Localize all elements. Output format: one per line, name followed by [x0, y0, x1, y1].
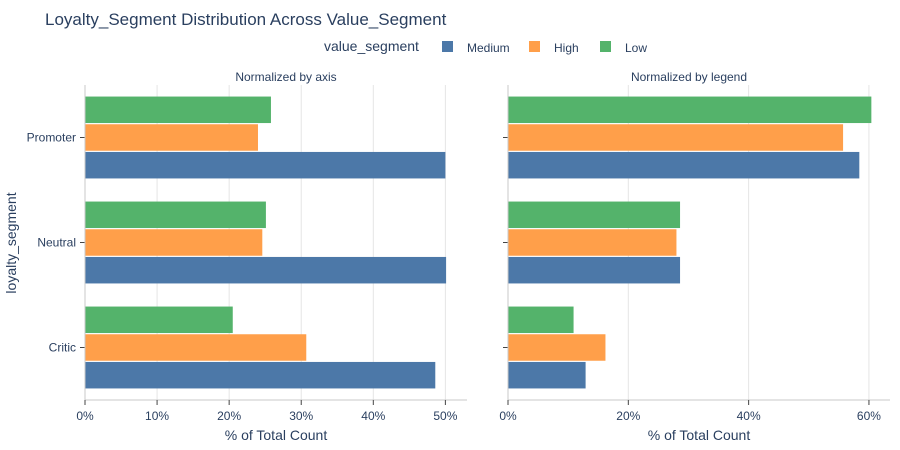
legend-label-medium[interactable]: Medium	[467, 41, 510, 55]
x-tick-label-left-20: 20%	[217, 409, 241, 423]
x-tick-label-left-0: 0%	[76, 409, 94, 423]
legend-label-low[interactable]: Low	[625, 41, 647, 55]
bar-left-critic-medium[interactable]	[85, 361, 436, 389]
subplot-title-left: Normalized by axis	[235, 70, 336, 84]
legend-label-high[interactable]: High	[554, 41, 579, 55]
x-tick-label-right-40: 40%	[737, 409, 761, 423]
x-tick-label-left-10: 10%	[145, 409, 169, 423]
chart-title: Loyalty_Segment Distribution Across Valu…	[45, 10, 447, 29]
bar-right-neutral-medium[interactable]	[508, 256, 681, 284]
y-tick-label-promoter: Promoter	[27, 131, 76, 145]
bar-right-promoter-low[interactable]	[508, 96, 872, 124]
y-tick-label-neutral: Neutral	[37, 236, 76, 250]
x-tick-label-right-20: 20%	[616, 409, 640, 423]
bar-right-promoter-high[interactable]	[508, 124, 844, 151]
plot-right: 0% 20% 40% 60%	[499, 85, 890, 423]
bar-left-promoter-high[interactable]	[85, 124, 258, 151]
legend-swatch-medium[interactable]	[442, 41, 453, 52]
legend: value_segment Medium High Low	[324, 38, 647, 55]
x-tick-label-left-40: 40%	[361, 409, 385, 423]
bar-right-critic-medium[interactable]	[508, 361, 586, 389]
bar-right-neutral-low[interactable]	[508, 201, 681, 229]
bar-left-critic-high[interactable]	[85, 334, 307, 361]
bar-right-neutral-high[interactable]	[508, 229, 677, 256]
y-axis-title: loyalty_segment	[3, 192, 19, 293]
x-axis-title-left: % of Total Count	[225, 427, 328, 443]
x-tick-label-left-50: 50%	[433, 409, 457, 423]
x-tick-label-left-30: 30%	[289, 409, 313, 423]
bar-right-promoter-medium[interactable]	[508, 151, 860, 179]
bar-left-neutral-medium[interactable]	[85, 256, 447, 284]
bar-left-critic-low[interactable]	[85, 306, 233, 334]
bar-right-critic-high[interactable]	[508, 334, 606, 361]
legend-swatch-low[interactable]	[600, 41, 611, 52]
bar-left-neutral-low[interactable]	[85, 201, 266, 229]
bar-right-critic-low[interactable]	[508, 306, 574, 334]
x-axis-title-right: % of Total Count	[648, 427, 751, 443]
y-tick-label-critic: Critic	[49, 341, 76, 355]
bar-left-neutral-high[interactable]	[85, 229, 263, 256]
legend-swatch-high[interactable]	[529, 41, 540, 52]
bar-left-promoter-medium[interactable]	[85, 151, 446, 179]
plot-left: Promoter Neutral Critic 0% 10% 20% 30% 40% 50%	[27, 85, 467, 423]
bar-left-promoter-low[interactable]	[85, 96, 271, 124]
x-tick-label-right-0: 0%	[499, 409, 517, 423]
x-tick-label-right-60: 60%	[857, 409, 881, 423]
subplot-title-right: Normalized by legend	[631, 70, 747, 84]
legend-title: value_segment	[324, 38, 419, 54]
